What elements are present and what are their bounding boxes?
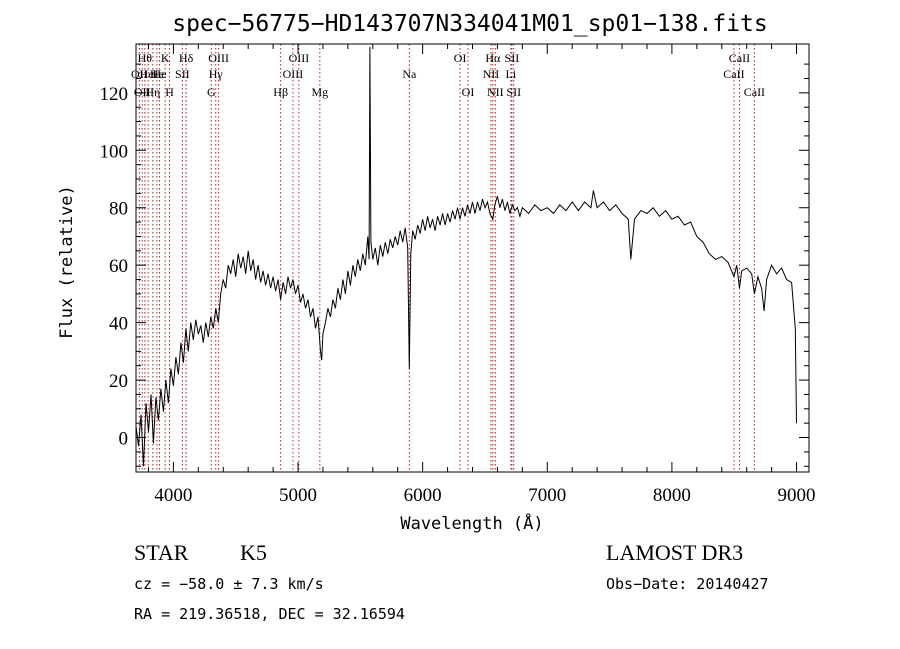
line-marker-label-29: CaII [744, 85, 765, 99]
y-tick-label: 120 [100, 84, 129, 105]
y-tick-label: 60 [109, 256, 128, 277]
line-marker-label-15: OIII [283, 67, 304, 81]
line-markers [138, 44, 755, 472]
plot-frame [135, 43, 810, 473]
line-marker-labels: OIIOIIHθHeiHηHeHeKHSIIHδGHγOIIIHβOIIIOII… [131, 51, 765, 99]
obs-date-text: Obs−Date: 20140427 [606, 575, 769, 593]
line-marker-label-27: CaII [723, 67, 744, 81]
x-tick-label: 9000 [778, 485, 816, 506]
y-tick-label: 0 [119, 429, 129, 450]
x-tick-label: 8000 [653, 485, 691, 506]
redshift-text: cz = −58.0 ± 7.3 km/s [134, 575, 324, 593]
line-marker-label-12: Hγ [209, 67, 224, 81]
line-marker-label-20: OI [462, 85, 475, 99]
line-marker-label-25: SII [505, 51, 520, 65]
line-marker-label-17: Mg [311, 85, 328, 99]
line-marker-label-26: SII [506, 85, 521, 99]
line-marker-label-22: Hα [485, 51, 501, 65]
line-marker-label-6: He [153, 67, 167, 81]
line-marker-label-23: NII [487, 85, 504, 99]
x-axis: 4000 5000 6000 7000 8000 9000 [147, 44, 816, 506]
x-tick-label: 5000 [279, 485, 317, 506]
line-marker-label-28: CaII [729, 51, 750, 65]
x-tick-label: 7000 [528, 485, 566, 506]
line-marker-label-1: OII [134, 85, 151, 99]
x-axis-label: Wavelength (Å) [400, 512, 543, 534]
line-marker-label-3: Hei [140, 67, 158, 81]
line-marker-label-7: K [161, 51, 170, 65]
y-tick-label: 100 [100, 141, 129, 162]
line-marker-label-11: G [207, 85, 216, 99]
line-marker-label-9: SII [175, 67, 190, 81]
line-marker-label-5: He [150, 67, 164, 81]
line-marker-label-8: H [165, 85, 174, 99]
y-axis: 0 20 40 60 80 100 120 [100, 63, 809, 467]
coordinates-text: RA = 219.36518, DEC = 32.16594 [134, 605, 405, 623]
line-marker-label-2: Hθ [138, 51, 153, 65]
chart-title: spec−56775−HD143707N334041M01_sp01−138.f… [172, 11, 767, 37]
y-axis-label: Flux (relative) [57, 185, 77, 339]
survey-name: LAMOST DR3 [606, 540, 743, 565]
y-tick-label: 80 [109, 199, 128, 220]
object-subclass: K5 [240, 540, 267, 565]
x-tick-label: 4000 [154, 485, 192, 506]
y-tick-label: 40 [109, 314, 128, 335]
line-marker-label-10: Hδ [179, 51, 194, 65]
y-tick-label: 20 [109, 371, 128, 392]
line-marker-label-19: OI [454, 51, 467, 65]
object-class: STAR [134, 540, 189, 565]
line-marker-label-13: OIII [208, 51, 229, 65]
line-marker-label-4: Hη [145, 85, 160, 99]
line-marker-label-18: Na [402, 67, 417, 81]
x-tick-label: 6000 [404, 485, 442, 506]
line-marker-label-24: Li [506, 67, 517, 81]
line-marker-label-21: NII [483, 67, 500, 81]
spectrum-line [135, 46, 797, 467]
line-marker-label-0: OII [131, 67, 148, 81]
line-marker-label-14: Hβ [273, 85, 288, 99]
line-marker-label-16: OIII [289, 51, 310, 65]
